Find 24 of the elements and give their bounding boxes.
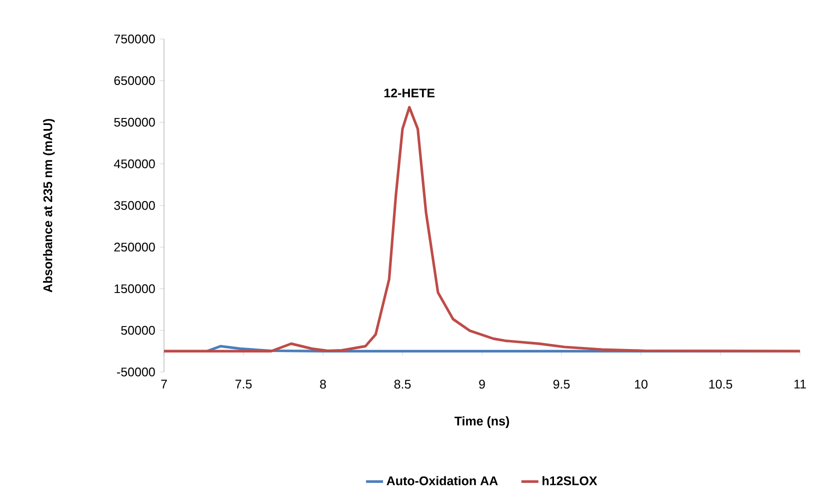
x-tick-label: 9.5 [553, 380, 570, 389]
legend-label: h12SLOX [542, 476, 598, 486]
x-tick-label: 10.5 [709, 380, 732, 389]
legend-label: Auto-Oxidation AA [386, 476, 498, 486]
x-tick-label: 11 [794, 380, 806, 388]
line-series [162, 106, 802, 352]
y-tick-label: 450000 [114, 159, 155, 168]
x-tick-label: 8.5 [394, 380, 411, 389]
y-tick-label: 350000 [114, 201, 155, 210]
annotation: 12-HETE [384, 88, 435, 98]
x-tick-label: 7.5 [235, 380, 252, 389]
y-tick-label: 650000 [114, 76, 155, 86]
x-tick-label: 10 [635, 380, 648, 389]
x-tick-label: 9 [479, 380, 485, 389]
x-axis-title: Time (ns) [454, 416, 510, 428]
y-axis-title: Absorbance at 235 nm (mAU) [43, 118, 55, 292]
y-tick-label: 750000 [114, 34, 155, 44]
x-tick-label: 7 [161, 380, 167, 388]
x-tick-label: 8 [320, 380, 326, 389]
y-tick-label: -50000 [117, 368, 155, 376]
y-tick-label: 150000 [114, 284, 155, 294]
y-tick-label: 250000 [114, 242, 155, 252]
y-tick-label: 550000 [114, 118, 155, 127]
y-tick-label: 50000 [121, 326, 155, 335]
